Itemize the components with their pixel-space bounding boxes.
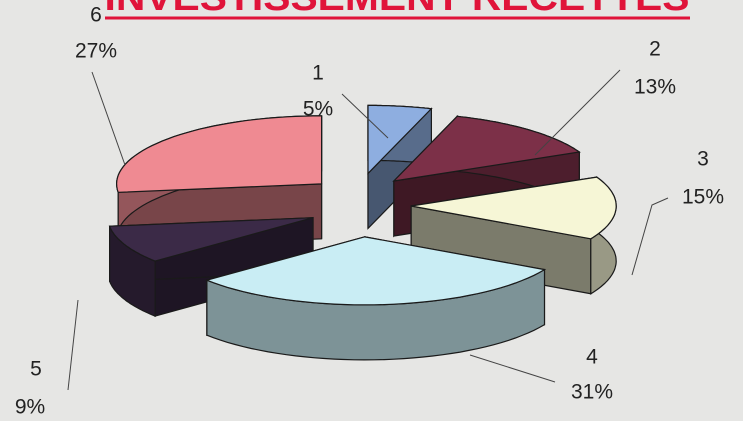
category-label: 3 <box>697 148 709 171</box>
category-label: 2 <box>649 38 661 61</box>
value-label: 31% <box>571 381 613 404</box>
leader-line <box>341 93 389 139</box>
pie-slice <box>204 236 547 306</box>
category-label: 1 <box>312 62 324 85</box>
leader-line <box>469 354 556 383</box>
value-label: 13% <box>634 76 676 99</box>
value-label: 27% <box>75 40 117 63</box>
pie-slice <box>115 115 323 194</box>
category-label: 6 <box>90 4 102 27</box>
category-label: 5 <box>30 358 42 381</box>
value-label: 9% <box>15 396 45 419</box>
category-label: 4 <box>586 346 598 369</box>
chart-title: INVESTISSEMENT RECETTES <box>105 0 690 19</box>
value-label: 15% <box>682 186 724 209</box>
pie-slice <box>392 115 581 182</box>
leader-line <box>631 197 669 276</box>
leader-line <box>534 69 621 156</box>
value-label: 5% <box>303 98 333 121</box>
pie-slice <box>411 176 617 240</box>
pie-slice <box>108 217 314 262</box>
leader-line <box>91 71 126 166</box>
leader-line <box>67 299 79 391</box>
pie-slice <box>367 104 433 175</box>
